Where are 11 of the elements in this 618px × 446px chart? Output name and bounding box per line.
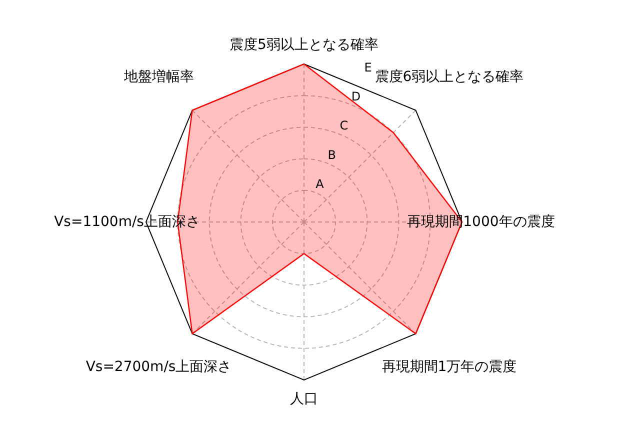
spoke-label: Vs=2700m/s上面深さ [86, 359, 232, 376]
spoke-label: 地盤増幅率 [122, 68, 194, 85]
spoke-label: 震度6弱以上となる確率 [374, 68, 524, 85]
spoke-label: 人口 [290, 390, 318, 407]
y-tick-label: C [340, 118, 348, 133]
y-tick-label: B [328, 148, 336, 162]
y-tick-label: D [351, 89, 361, 104]
spoke-label: 再現期間1万年の震度 [382, 359, 517, 376]
spoke-label: 震度5弱以上となる確率 [230, 37, 378, 54]
y-tick-label: A [316, 177, 325, 192]
y-tick-label: E [364, 60, 372, 74]
